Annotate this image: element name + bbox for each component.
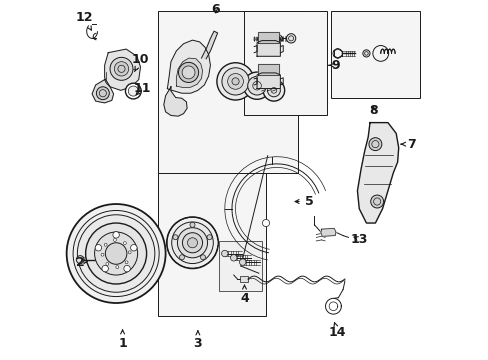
- Circle shape: [76, 256, 84, 264]
- Circle shape: [178, 62, 198, 82]
- Circle shape: [85, 223, 146, 284]
- Bar: [158, 12, 298, 173]
- Polygon shape: [257, 41, 280, 56]
- Circle shape: [221, 250, 227, 257]
- Polygon shape: [163, 87, 187, 116]
- Circle shape: [166, 217, 218, 269]
- Circle shape: [286, 34, 295, 43]
- Polygon shape: [201, 31, 217, 59]
- Circle shape: [362, 50, 369, 57]
- Circle shape: [190, 222, 195, 227]
- Circle shape: [173, 235, 178, 240]
- Circle shape: [114, 62, 128, 76]
- Circle shape: [73, 211, 159, 297]
- Circle shape: [95, 244, 102, 251]
- Circle shape: [368, 138, 381, 150]
- Circle shape: [113, 231, 119, 238]
- Circle shape: [116, 266, 119, 269]
- Text: 12: 12: [75, 12, 92, 30]
- Text: 4: 4: [240, 285, 248, 305]
- Circle shape: [206, 235, 212, 240]
- Circle shape: [101, 253, 104, 256]
- Bar: [158, 173, 265, 316]
- Circle shape: [227, 73, 243, 89]
- Circle shape: [128, 86, 138, 96]
- Polygon shape: [176, 58, 202, 87]
- Bar: [244, 12, 326, 116]
- Circle shape: [200, 255, 205, 260]
- Circle shape: [230, 255, 237, 261]
- Polygon shape: [92, 80, 113, 103]
- Circle shape: [106, 262, 108, 265]
- Text: 11: 11: [133, 82, 151, 95]
- Circle shape: [102, 265, 108, 272]
- Circle shape: [222, 68, 249, 95]
- Circle shape: [263, 80, 284, 101]
- Circle shape: [66, 204, 165, 303]
- Polygon shape: [257, 73, 280, 89]
- Text: 3: 3: [193, 331, 202, 350]
- Circle shape: [370, 195, 383, 208]
- Bar: [240, 276, 247, 282]
- Circle shape: [77, 215, 155, 292]
- Circle shape: [123, 265, 130, 272]
- Text: 7: 7: [400, 138, 415, 150]
- Circle shape: [182, 66, 195, 79]
- Circle shape: [231, 78, 239, 85]
- Text: 1: 1: [118, 330, 127, 350]
- Text: 8: 8: [368, 104, 377, 117]
- Circle shape: [182, 233, 202, 253]
- Circle shape: [187, 238, 197, 248]
- Text: 14: 14: [328, 323, 346, 339]
- Polygon shape: [320, 228, 335, 236]
- Circle shape: [171, 222, 213, 264]
- Circle shape: [247, 76, 266, 95]
- Text: 13: 13: [350, 233, 367, 246]
- Text: 2: 2: [76, 256, 87, 269]
- Text: 9: 9: [328, 59, 340, 72]
- Circle shape: [179, 255, 184, 260]
- Circle shape: [177, 228, 207, 258]
- Circle shape: [96, 87, 109, 100]
- Circle shape: [104, 243, 107, 246]
- Polygon shape: [258, 32, 279, 42]
- Circle shape: [239, 259, 245, 265]
- Text: 5: 5: [295, 195, 313, 208]
- Text: 6: 6: [211, 3, 220, 16]
- Circle shape: [267, 84, 280, 97]
- Circle shape: [128, 251, 131, 254]
- Circle shape: [125, 83, 141, 99]
- Circle shape: [94, 232, 137, 275]
- Circle shape: [243, 72, 270, 99]
- Circle shape: [125, 261, 128, 264]
- Bar: [219, 241, 262, 291]
- Circle shape: [105, 243, 126, 264]
- Text: 10: 10: [131, 53, 149, 72]
- Circle shape: [217, 63, 254, 100]
- Polygon shape: [357, 123, 398, 223]
- Polygon shape: [167, 40, 210, 93]
- Circle shape: [274, 35, 282, 42]
- Circle shape: [123, 242, 126, 244]
- Circle shape: [130, 244, 137, 251]
- Circle shape: [113, 239, 116, 241]
- Polygon shape: [104, 49, 140, 90]
- Circle shape: [110, 57, 133, 80]
- Bar: [330, 12, 419, 98]
- Circle shape: [262, 220, 269, 226]
- Polygon shape: [258, 64, 279, 75]
